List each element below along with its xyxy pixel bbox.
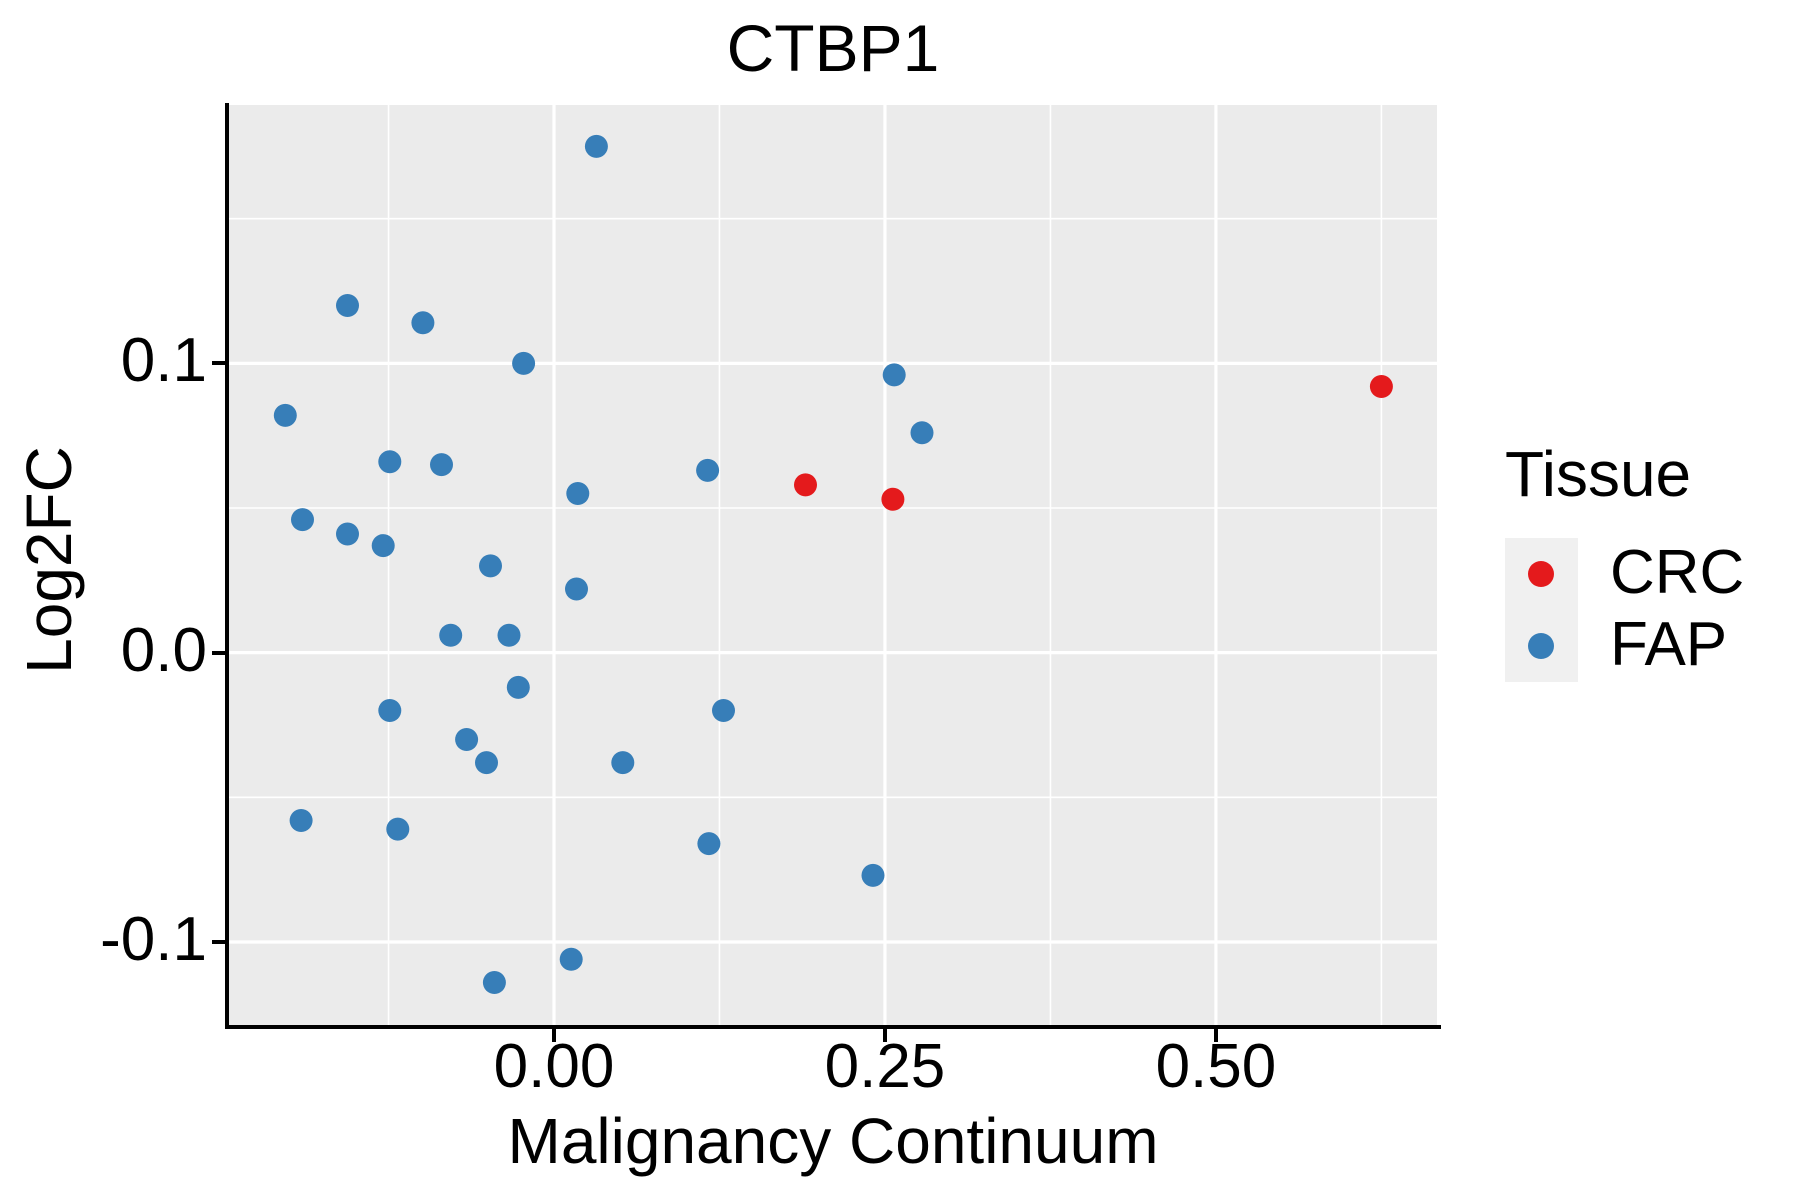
data-point-fap — [439, 623, 463, 647]
legend-key-crc — [1505, 538, 1578, 610]
legend-dot-crc-icon — [1528, 561, 1554, 587]
data-point-fap — [289, 809, 313, 832]
data-point-fap — [475, 751, 498, 775]
data-point-fap — [479, 554, 502, 578]
y-tick-label: -0.1 — [100, 904, 207, 974]
data-point-fap — [712, 699, 735, 722]
legend-label-crc: CRC — [1610, 538, 1745, 607]
plot-title: CTBP1 — [726, 11, 940, 85]
data-point-fap — [559, 947, 583, 971]
y-tick-label: 0.0 — [120, 615, 207, 685]
data-point-fap — [584, 134, 608, 158]
data-point-fap — [378, 699, 402, 722]
data-point-crc — [881, 487, 905, 511]
data-point-fap — [506, 675, 530, 699]
data-point-fap — [497, 623, 521, 647]
x-tick-mark — [552, 1029, 556, 1042]
data-point-fap — [882, 363, 906, 387]
data-point-fap — [910, 421, 934, 445]
data-point-fap — [291, 508, 314, 532]
x-tick-mark — [882, 1029, 887, 1042]
x-axis-title: Malignancy Continuum — [507, 1105, 1159, 1177]
data-point-fap — [386, 817, 410, 841]
x-tick-label: 0.50 — [1155, 1032, 1277, 1101]
data-point-fap — [696, 458, 720, 482]
y-tick-mark — [212, 939, 225, 944]
data-point-fap — [566, 482, 590, 505]
data-point-fap — [512, 351, 536, 375]
legend-title: Tissue — [1505, 438, 1692, 510]
data-point-fap — [336, 294, 359, 317]
data-point-fap — [861, 863, 885, 887]
data-point-crc — [1369, 375, 1393, 398]
scatter-canvas — [229, 105, 1437, 1025]
data-point-crc — [794, 473, 817, 497]
data-point-fap — [371, 534, 395, 558]
plot-panel — [229, 105, 1437, 1025]
x-tick-label: 0.00 — [493, 1032, 615, 1101]
y-tick-label: 0.1 — [120, 326, 207, 396]
x-tick-label: 0.25 — [824, 1032, 946, 1101]
data-point-fap — [430, 453, 453, 477]
x-axis-line — [225, 1025, 1441, 1029]
y-axis-line — [225, 103, 229, 1027]
data-point-fap — [565, 577, 588, 601]
data-point-fap — [482, 971, 506, 994]
y-tick-mark — [212, 650, 225, 655]
data-point-fap — [697, 832, 721, 856]
legend-dot-fap-icon — [1528, 633, 1554, 659]
data-point-fap — [336, 522, 359, 546]
data-point-fap — [455, 728, 479, 751]
data-point-fap — [378, 450, 402, 474]
legend-key-fap — [1505, 610, 1578, 682]
x-tick-mark — [1213, 1029, 1218, 1042]
data-point-fap — [611, 751, 635, 775]
y-tick-mark — [212, 361, 225, 366]
legend-label-fap: FAP — [1610, 610, 1728, 679]
data-point-fap — [273, 403, 297, 427]
data-point-fap — [411, 311, 435, 335]
